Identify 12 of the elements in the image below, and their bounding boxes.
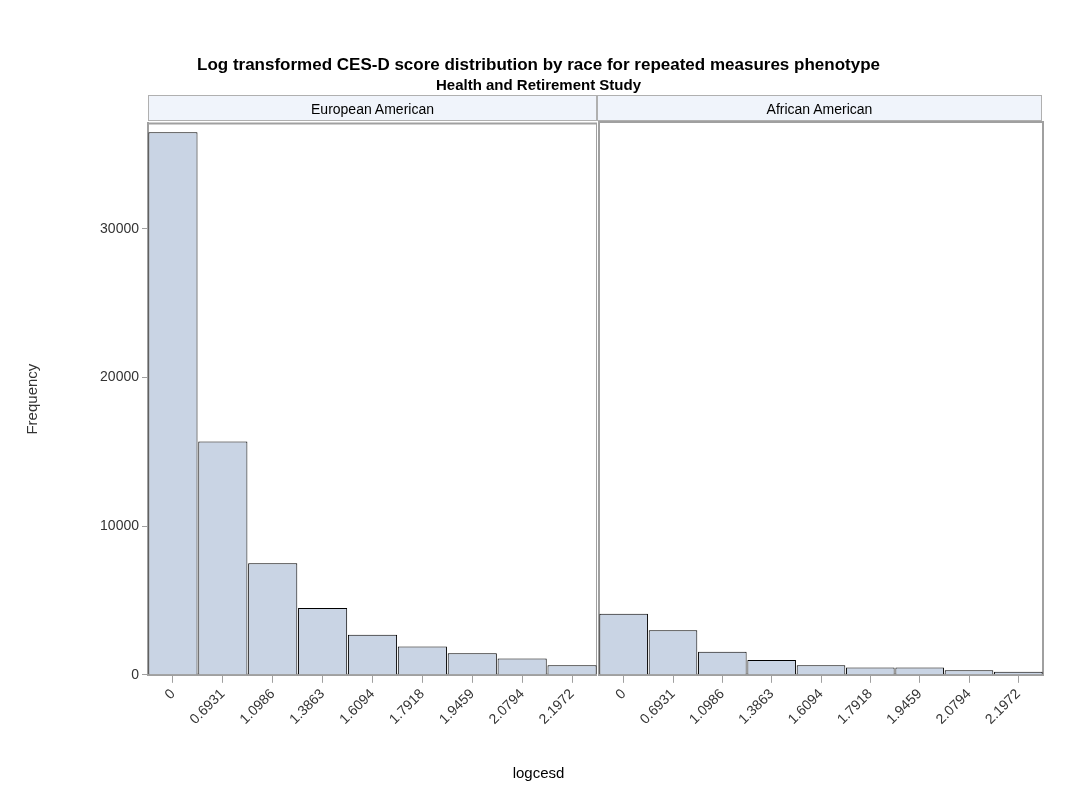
x-tick-label: 0: [160, 685, 178, 703]
y-tick-label: 30000: [100, 219, 140, 236]
x-axis-title: logcesd: [511, 764, 566, 781]
text: European American: [148, 95, 597, 121]
y-axis-title: Frequency: [23, 363, 41, 435]
chart-title: Log transformed CES-D score distribution by race for repeated measures phenotype: [196, 55, 881, 75]
chart-subtitle: Health and Retirement Study: [434, 76, 642, 93]
y-tick-label: 10000: [100, 517, 140, 534]
y-tick-label: 20000: [100, 368, 140, 385]
chart-title: African American: [597, 95, 1042, 121]
y-tick-label: 0: [131, 665, 140, 682]
x-tick-label: 0: [611, 685, 629, 703]
